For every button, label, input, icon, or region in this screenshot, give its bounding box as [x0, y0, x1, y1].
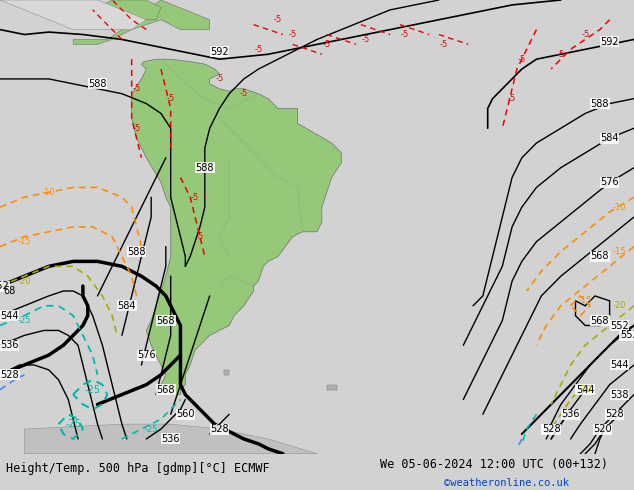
Text: 568: 568 — [157, 385, 175, 394]
Polygon shape — [0, 0, 146, 29]
Text: -5: -5 — [288, 30, 297, 39]
Text: -20: -20 — [612, 301, 626, 310]
Text: -25: -25 — [65, 419, 81, 429]
Text: 588: 588 — [88, 79, 107, 89]
Text: 536: 536 — [1, 340, 19, 350]
Text: 588: 588 — [591, 98, 609, 109]
Polygon shape — [132, 59, 341, 394]
Text: 520: 520 — [593, 424, 612, 434]
Polygon shape — [73, 0, 210, 45]
Text: -10: -10 — [612, 203, 626, 212]
Text: -25: -25 — [85, 385, 101, 394]
Text: Height/Temp. 500 hPa [gdmp][°C] ECMWF: Height/Temp. 500 hPa [gdmp][°C] ECMWF — [6, 462, 270, 475]
Text: 584: 584 — [117, 301, 136, 311]
Text: 568: 568 — [157, 316, 175, 325]
Text: ©weatheronline.co.uk: ©weatheronline.co.uk — [444, 478, 569, 488]
Text: -5: -5 — [361, 35, 370, 44]
Text: -5: -5 — [439, 40, 448, 49]
Polygon shape — [24, 424, 317, 454]
Text: 68: 68 — [4, 286, 16, 296]
Polygon shape — [224, 370, 230, 375]
Text: -5: -5 — [518, 55, 526, 64]
Text: 544: 544 — [610, 360, 629, 370]
Text: 552: 552 — [0, 281, 10, 291]
Text: -5: -5 — [254, 45, 262, 54]
Text: 528: 528 — [542, 424, 560, 434]
Text: -5: -5 — [216, 74, 224, 83]
Text: -15: -15 — [612, 247, 626, 256]
Text: -25: -25 — [18, 316, 31, 325]
Text: -5: -5 — [167, 94, 175, 103]
Text: 536: 536 — [162, 434, 180, 444]
Text: -10: -10 — [42, 188, 56, 197]
Polygon shape — [327, 385, 337, 390]
Text: 544: 544 — [1, 311, 19, 320]
Text: -20: -20 — [578, 385, 592, 394]
Text: -5: -5 — [581, 30, 590, 39]
Text: 584: 584 — [600, 133, 619, 143]
Text: -15: -15 — [578, 296, 592, 305]
Polygon shape — [98, 0, 161, 20]
Text: 552: 552 — [1, 370, 19, 380]
Text: We 05-06-2024 12:00 UTC (00+132): We 05-06-2024 12:00 UTC (00+132) — [380, 458, 609, 471]
Text: -5: -5 — [274, 15, 282, 24]
Text: 568: 568 — [591, 316, 609, 325]
Text: 552: 552 — [610, 320, 629, 331]
Text: -5: -5 — [191, 193, 199, 202]
Text: -5: -5 — [240, 89, 248, 98]
Text: 528: 528 — [210, 424, 229, 434]
Text: 588: 588 — [195, 163, 214, 172]
Text: 592: 592 — [600, 37, 619, 47]
Text: 552: 552 — [620, 330, 634, 341]
Text: -5: -5 — [133, 124, 141, 133]
Text: 538: 538 — [610, 390, 629, 399]
Text: 576: 576 — [137, 350, 155, 360]
Text: 528: 528 — [1, 370, 19, 380]
Text: -5: -5 — [557, 50, 565, 59]
Text: -5: -5 — [401, 30, 409, 39]
Text: -5: -5 — [196, 232, 204, 241]
Text: -25: -25 — [145, 424, 158, 434]
Text: 592: 592 — [210, 47, 229, 57]
Text: -5: -5 — [133, 84, 141, 93]
Text: 568: 568 — [591, 251, 609, 262]
Text: 576: 576 — [600, 177, 619, 188]
Text: 588: 588 — [127, 246, 146, 257]
Text: 528: 528 — [605, 409, 624, 419]
Text: -20: -20 — [18, 277, 31, 286]
Text: 544: 544 — [576, 385, 595, 394]
Text: -5: -5 — [323, 40, 331, 49]
Text: 536: 536 — [561, 409, 580, 419]
Text: -5: -5 — [508, 94, 516, 103]
Text: -15: -15 — [18, 237, 31, 246]
Text: 560: 560 — [176, 409, 195, 419]
